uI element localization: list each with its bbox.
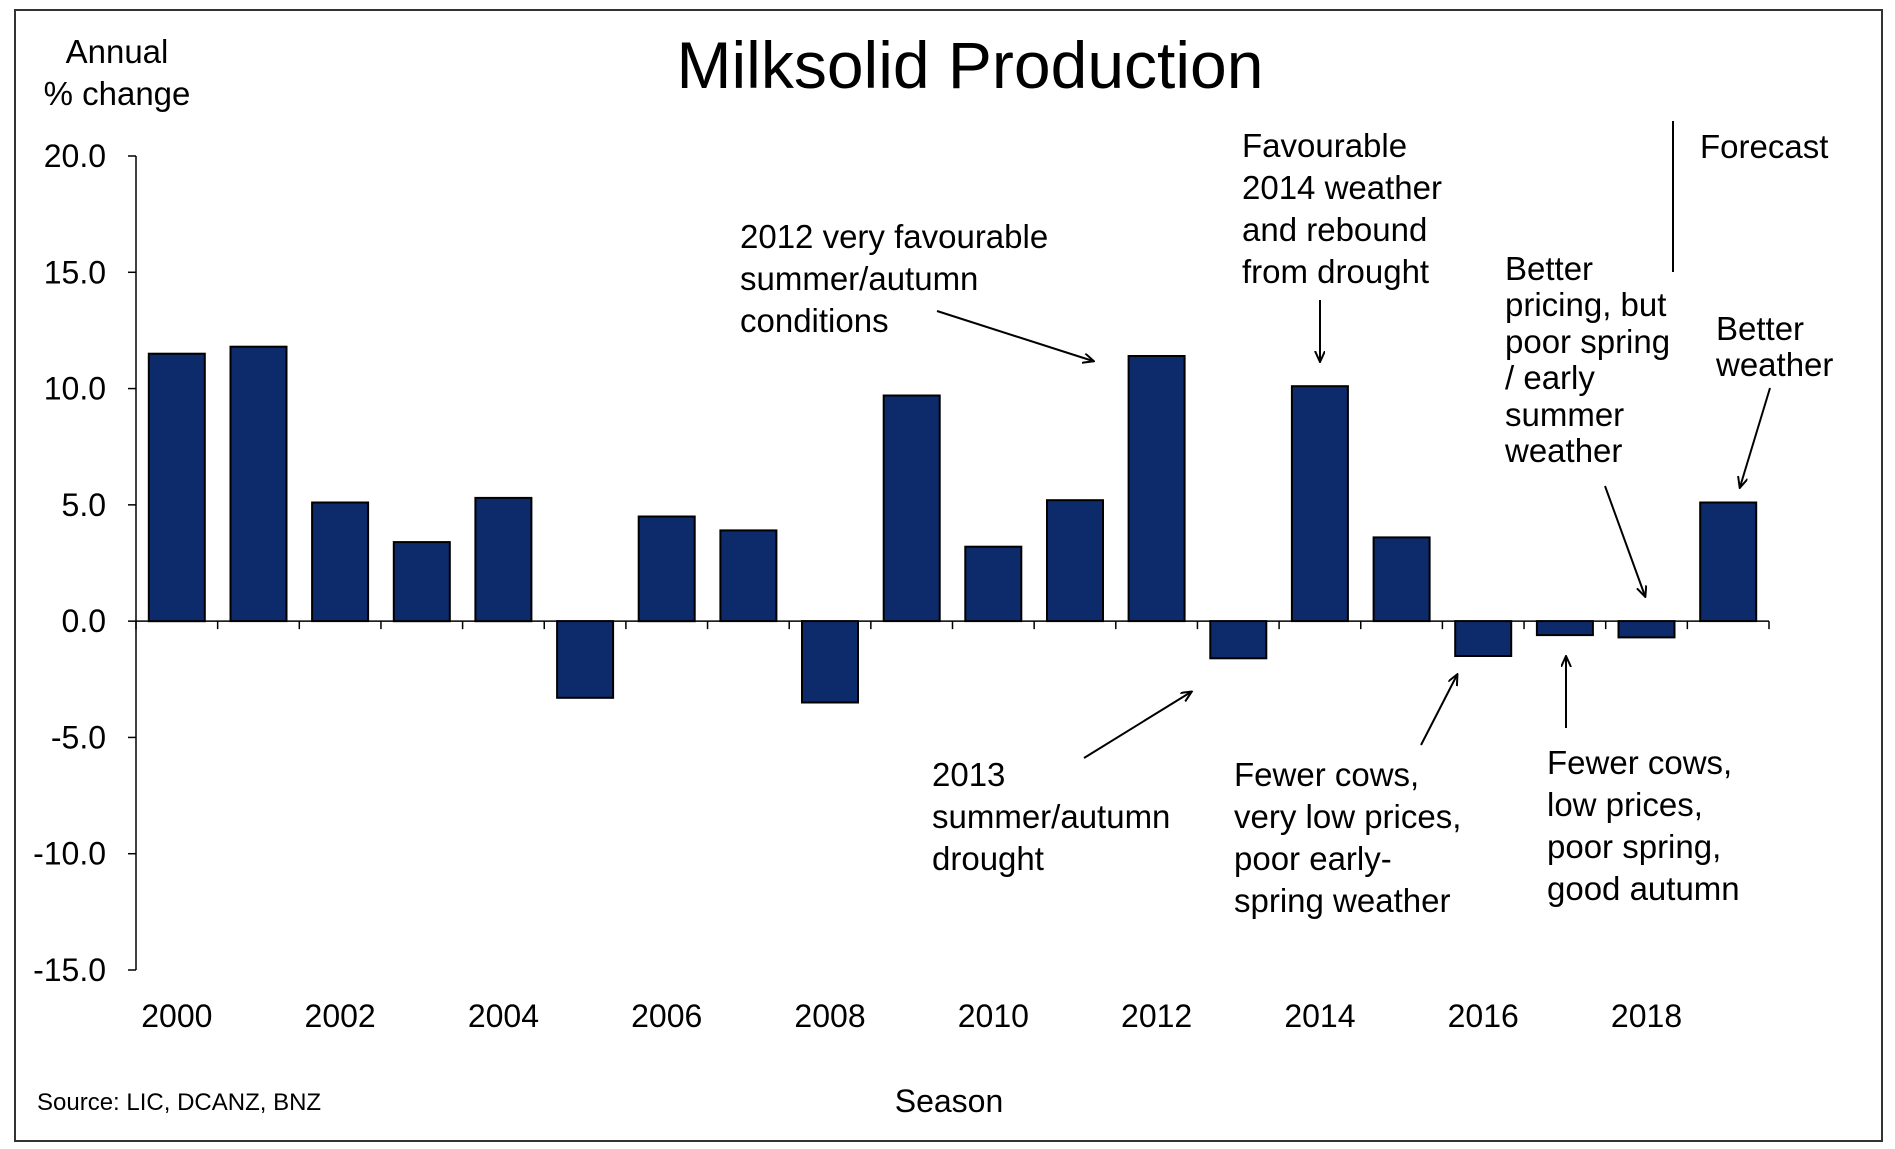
forecast-label: Forecast — [1700, 128, 1828, 165]
bar — [1617, 620, 1676, 639]
bar — [882, 394, 941, 623]
bar — [1046, 499, 1104, 623]
bar — [1454, 620, 1513, 657]
annotation-2016: Fewer cows, very low prices, poor early-… — [1234, 675, 1461, 919]
annotation-2016-arrow — [1420, 675, 1457, 746]
y-tick-label: -15.0 — [33, 952, 106, 988]
annotation-2013-line: drought — [932, 840, 1044, 877]
annotation-2018-line: summer — [1505, 396, 1624, 433]
y-tick-label: 0.0 — [62, 603, 106, 639]
annotation-2018-line: pricing, but — [1505, 286, 1666, 323]
bar — [147, 352, 206, 623]
annotation-2016-line: Fewer cows, — [1234, 756, 1419, 793]
bar — [1290, 385, 1349, 623]
annotation-2018-line: / early — [1505, 359, 1595, 396]
y-tick-label: 10.0 — [44, 371, 106, 407]
y-tick-label: -10.0 — [33, 836, 106, 872]
annotation-2014-line: from drought — [1242, 253, 1429, 290]
annotation-2018-line: Better — [1505, 250, 1593, 287]
annotation-2017-line: low prices, — [1547, 786, 1703, 823]
annotation-2018-arrow — [1604, 485, 1645, 596]
y-axis-label-line2: % change — [44, 75, 191, 112]
bar — [1535, 620, 1594, 637]
y-tick-label: 20.0 — [44, 138, 106, 174]
annotation-2019-arrow — [1740, 387, 1771, 487]
bar — [1699, 501, 1758, 623]
bar — [311, 501, 370, 623]
bar — [801, 620, 859, 704]
annotation-2017-line: Fewer cows, — [1547, 744, 1732, 781]
plot-area: 20.0 15.0 10.0 5.0 0.0 -5.0 -10.0 -15.0 2000 2002… — [33, 138, 1770, 1034]
annotation-2012-line: 2012 very favourable — [740, 218, 1048, 255]
annotation-2012-line: summer/autumn — [740, 260, 978, 297]
annotation-2012: 2012 very favourable summer/autumn condi… — [740, 218, 1093, 361]
annotation-2017-line: poor spring, — [1547, 828, 1721, 865]
bar — [719, 529, 778, 623]
bar — [1209, 620, 1268, 660]
x-tick-label: 2014 — [1284, 998, 1355, 1034]
annotation-2013: 2013 summer/autumn drought — [932, 692, 1191, 877]
annotation-2016-line: spring weather — [1234, 882, 1450, 919]
annotation-2012-arrow — [936, 310, 1093, 361]
y-axis-label-line1: Annual — [66, 33, 169, 70]
x-tick-label: 2008 — [794, 998, 865, 1034]
annotation-2013-line: summer/autumn — [932, 798, 1170, 835]
bar — [1127, 355, 1186, 623]
annotation-2016-line: very low prices, — [1234, 798, 1461, 835]
annotation-2014: Favourable 2014 weather and rebound from… — [1242, 127, 1442, 361]
y-tick-label: -5.0 — [51, 719, 106, 755]
annotation-2018-line: weather — [1504, 432, 1622, 469]
annotation-2019-line: weather — [1715, 346, 1833, 383]
x-tick-label: 2006 — [631, 998, 702, 1034]
annotation-2018-line: poor spring — [1505, 323, 1670, 360]
annotation-2014-line: and rebound — [1242, 211, 1427, 248]
x-tick-label: 2004 — [468, 998, 539, 1034]
bar — [474, 496, 533, 623]
bar — [229, 345, 288, 623]
annotation-2018: Better pricing, but poor spring / early … — [1504, 250, 1670, 596]
chart-frame — [14, 9, 1883, 1142]
annotation-2012-line: conditions — [740, 302, 889, 339]
annotation-2017-line: good autumn — [1547, 870, 1740, 907]
x-tick-label: 2010 — [958, 998, 1029, 1034]
x-tick-label: 2002 — [305, 998, 376, 1034]
x-axis-label: Season — [895, 1083, 1004, 1119]
x-tick-label: 2018 — [1611, 998, 1682, 1034]
bar — [556, 620, 615, 699]
y-tick-label: 5.0 — [62, 487, 106, 523]
annotation-2019-line: Better — [1716, 310, 1804, 347]
bar — [637, 515, 696, 623]
bar — [1372, 536, 1431, 623]
annotation-2013-arrow — [1083, 692, 1191, 759]
annotation-2019: Better weather — [1715, 310, 1833, 487]
bar — [392, 541, 451, 623]
annotation-2013-line: 2013 — [932, 756, 1005, 793]
x-tick-label: 2000 — [141, 998, 212, 1034]
annotation-2016-line: poor early- — [1234, 840, 1392, 877]
annotation-2017: Fewer cows, low prices, poor spring, goo… — [1547, 657, 1740, 907]
bar — [964, 545, 1023, 623]
x-tick-label: 2016 — [1448, 998, 1519, 1034]
x-tick-label: 2012 — [1121, 998, 1192, 1034]
y-tick-label: 15.0 — [44, 254, 106, 290]
annotation-2014-line: Favourable — [1242, 127, 1407, 164]
chart-title: Milksolid Production — [677, 28, 1264, 102]
source-note: Source: LIC, DCANZ, BNZ — [37, 1089, 321, 1116]
annotation-2014-line: 2014 weather — [1242, 169, 1442, 206]
